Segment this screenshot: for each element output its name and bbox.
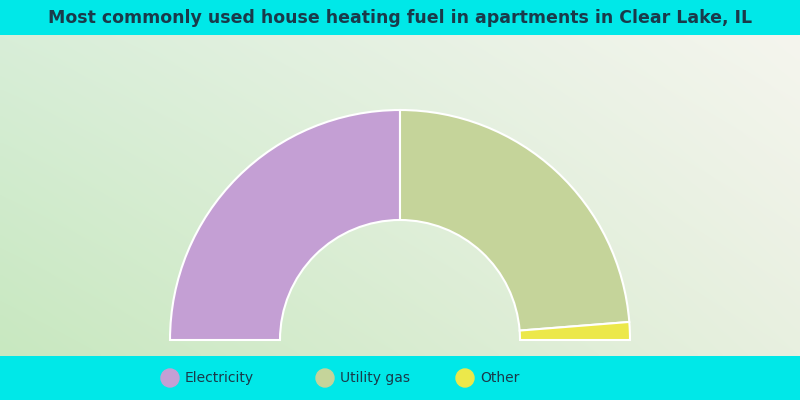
Wedge shape [170,110,400,340]
Circle shape [161,369,179,387]
Wedge shape [520,322,630,340]
Bar [0,356,800,400]
Circle shape [316,369,334,387]
Wedge shape [400,110,630,330]
Circle shape [456,369,474,387]
Bar [0,0,800,35]
Text: Most commonly used house heating fuel in apartments in Clear Lake, IL: Most commonly used house heating fuel in… [48,8,752,26]
Text: Electricity: Electricity [185,371,254,385]
Text: Utility gas: Utility gas [340,371,410,385]
Text: Other: Other [480,371,519,385]
